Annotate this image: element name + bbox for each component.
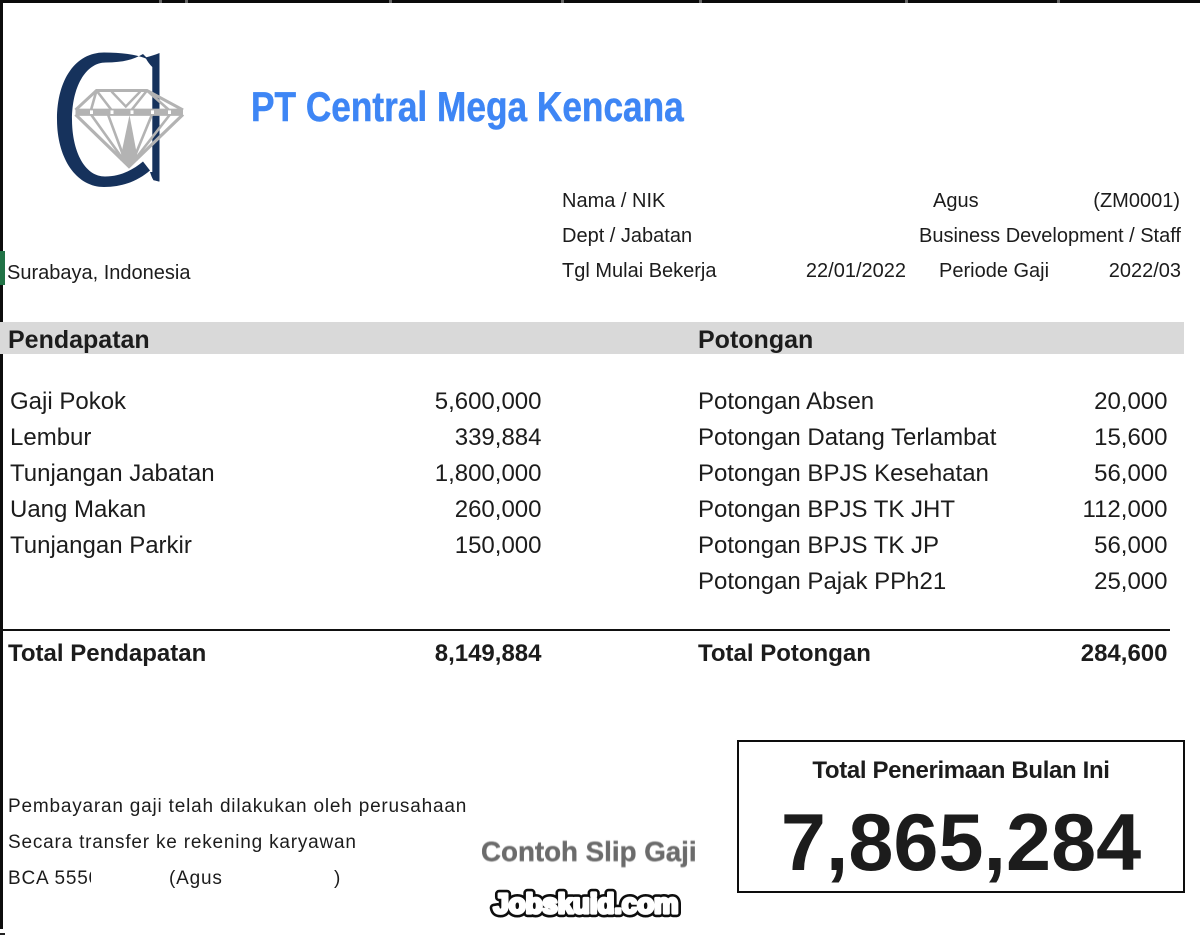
svg-text:Jobskuid.com: Jobskuid.com [494, 888, 679, 919]
svg-text:Jobskuid.com: Jobskuid.com [494, 888, 679, 919]
